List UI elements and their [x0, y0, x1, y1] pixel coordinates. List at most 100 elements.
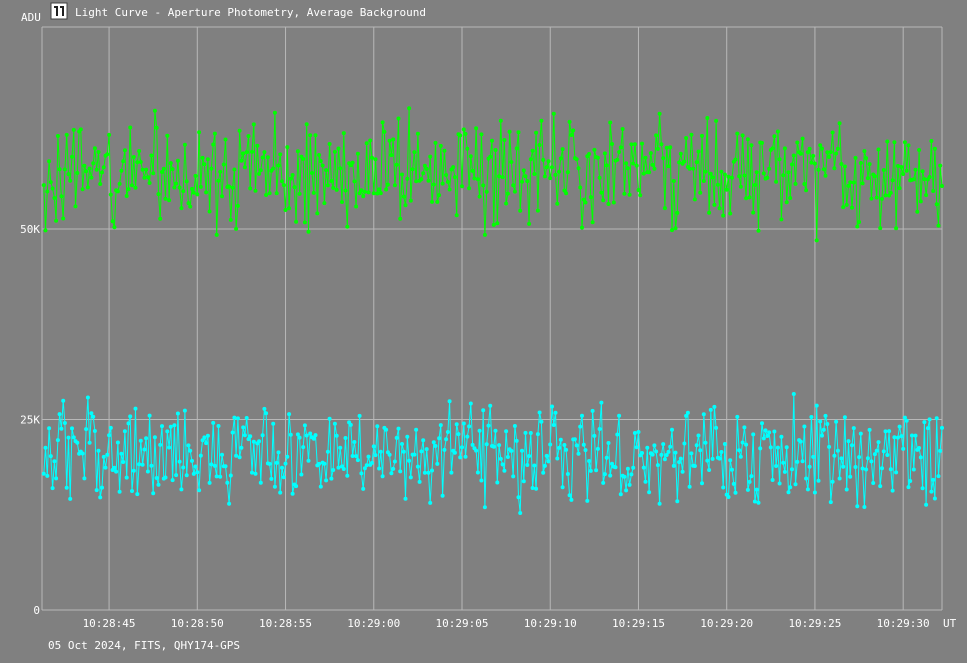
data-point	[857, 220, 862, 224]
data-point	[262, 406, 267, 411]
data-point	[523, 430, 528, 435]
data-point	[343, 436, 348, 440]
data-point	[317, 153, 322, 157]
data-point	[911, 467, 916, 472]
data-point	[828, 150, 833, 154]
data-point	[142, 447, 147, 452]
data-point	[760, 421, 764, 426]
data-point	[565, 170, 570, 175]
data-point	[407, 106, 412, 111]
data-point	[190, 458, 194, 463]
data-point	[154, 476, 159, 480]
data-point	[786, 170, 791, 175]
data-point	[112, 465, 117, 470]
data-point	[541, 470, 546, 475]
data-point	[327, 416, 332, 421]
data-point	[216, 178, 221, 183]
data-point	[41, 183, 46, 188]
data-point	[516, 495, 521, 500]
data-point	[274, 191, 279, 196]
data-point	[800, 136, 805, 141]
data-point	[936, 474, 941, 479]
data-point	[601, 480, 606, 485]
data-point	[652, 443, 657, 448]
data-point	[130, 183, 134, 188]
data-point	[100, 485, 104, 490]
data-point	[43, 445, 48, 450]
data-point	[152, 435, 157, 440]
data-point	[913, 433, 918, 438]
data-point	[193, 173, 198, 178]
data-point	[71, 435, 76, 440]
data-point	[50, 186, 55, 191]
data-point	[744, 196, 749, 201]
data-point	[304, 122, 309, 127]
data-point	[611, 200, 616, 205]
data-point	[751, 432, 756, 437]
data-point	[827, 155, 832, 159]
data-point	[530, 148, 535, 153]
data-point	[634, 163, 639, 168]
data-point	[694, 160, 699, 165]
data-point	[892, 140, 897, 145]
data-point	[246, 437, 251, 442]
data-point	[918, 455, 923, 460]
data-point	[121, 159, 126, 164]
data-point	[177, 459, 182, 464]
data-point	[181, 465, 186, 470]
data-point	[444, 437, 449, 442]
data-point	[708, 407, 713, 412]
data-point	[232, 415, 237, 420]
data-point	[814, 403, 819, 408]
data-point	[318, 484, 323, 489]
data-point	[239, 445, 244, 450]
data-point	[705, 458, 710, 463]
data-point	[647, 170, 652, 175]
data-point	[595, 155, 600, 160]
data-point	[537, 143, 542, 147]
data-point	[823, 413, 828, 418]
data-point	[617, 150, 622, 154]
data-point	[94, 488, 99, 493]
data-point	[848, 474, 853, 479]
data-point	[602, 151, 607, 156]
data-point	[45, 473, 50, 478]
data-point	[209, 166, 214, 171]
data-point	[888, 467, 893, 472]
data-point	[325, 449, 330, 454]
data-point	[112, 225, 117, 230]
data-point	[220, 452, 224, 457]
data-point	[160, 424, 164, 429]
data-point	[378, 191, 383, 196]
data-point	[272, 484, 277, 489]
data-point	[373, 157, 378, 162]
data-point	[850, 205, 854, 210]
data-point	[781, 173, 786, 178]
data-point	[800, 459, 805, 464]
data-point	[765, 434, 770, 438]
data-point	[625, 466, 630, 471]
data-point	[461, 127, 466, 132]
data-point	[168, 161, 173, 166]
footer-info: 05 Oct 2024, FITS, QHY174-GPS	[48, 639, 240, 652]
data-point	[698, 448, 703, 453]
data-point	[253, 471, 258, 476]
data-point	[805, 487, 810, 492]
data-point	[384, 427, 389, 432]
data-point	[523, 174, 528, 179]
data-point	[880, 466, 884, 471]
data-point	[940, 184, 944, 188]
data-point	[661, 156, 666, 161]
data-point	[258, 168, 263, 173]
data-point	[670, 228, 674, 233]
data-point	[791, 392, 796, 396]
data-point	[370, 155, 374, 160]
data-point	[708, 171, 713, 176]
data-point	[574, 157, 579, 162]
data-point	[696, 433, 701, 438]
data-point	[701, 412, 706, 417]
data-point	[726, 495, 731, 499]
data-point	[122, 429, 127, 434]
data-point	[235, 416, 240, 421]
